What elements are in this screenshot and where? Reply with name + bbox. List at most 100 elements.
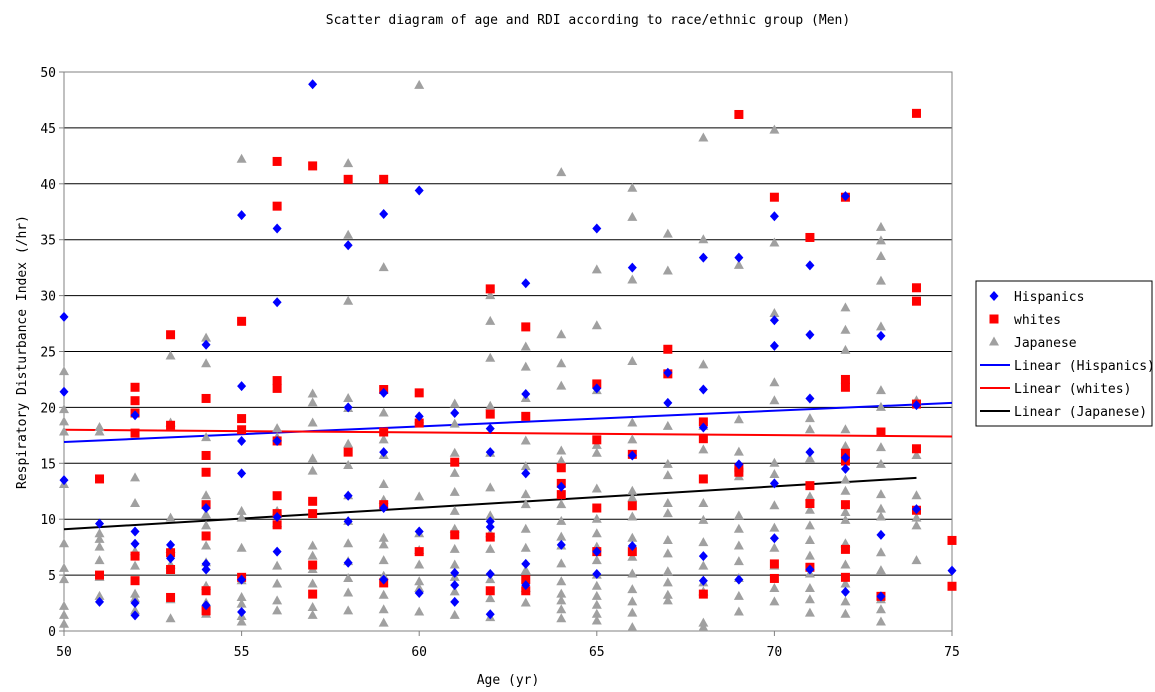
data-point-japanese: [485, 482, 496, 492]
data-point-japanese: [485, 593, 496, 603]
data-point-hispanics: [734, 252, 744, 263]
data-point-hispanics: [414, 587, 424, 598]
data-point-japanese: [840, 514, 851, 524]
data-point-hispanics: [59, 311, 69, 322]
x-tick-label: 70: [767, 645, 783, 660]
data-point-japanese: [556, 499, 567, 509]
data-point-japanese: [556, 167, 567, 177]
data-point-hispanics: [911, 504, 921, 515]
data-point-japanese: [733, 606, 744, 616]
data-point-whites: [308, 589, 318, 599]
data-point-japanese: [414, 606, 425, 616]
data-point-hispanics: [698, 384, 708, 395]
data-point-japanese: [627, 622, 638, 632]
y-tick-label: 20: [40, 401, 56, 416]
data-point-japanese: [556, 604, 567, 614]
data-point-japanese: [520, 499, 531, 509]
data-point-japanese: [804, 583, 815, 593]
data-point-hispanics: [521, 580, 531, 591]
data-point-japanese: [698, 622, 709, 632]
data-point-whites: [485, 532, 495, 542]
data-point-hispanics: [627, 541, 637, 552]
data-point-japanese: [378, 262, 389, 272]
data-point-japanese: [662, 498, 673, 508]
data-point-japanese: [591, 580, 602, 590]
data-point-whites: [272, 156, 282, 166]
data-point-whites: [521, 322, 531, 332]
data-point-whites: [201, 586, 211, 596]
data-point-whites: [308, 509, 318, 519]
data-point-japanese: [698, 234, 709, 244]
data-point-whites: [166, 330, 176, 340]
data-point-japanese: [627, 485, 638, 495]
data-point-hispanics: [166, 539, 176, 550]
data-point-japanese: [59, 574, 69, 584]
data-point-japanese: [94, 533, 105, 543]
data-point-whites: [95, 570, 105, 580]
data-point-hispanics: [237, 435, 247, 446]
data-point-japanese: [343, 392, 354, 402]
y-tick-label: 15: [40, 457, 56, 472]
data-point-japanese: [201, 509, 212, 519]
data-point-whites: [485, 409, 495, 419]
data-point-japanese: [165, 350, 176, 360]
data-point-whites: [911, 108, 921, 118]
data-point-japanese: [520, 542, 531, 552]
data-point-hispanics: [556, 481, 566, 492]
data-point-japanese: [307, 578, 318, 588]
data-point-japanese: [556, 515, 567, 525]
data-point-japanese: [698, 514, 709, 524]
data-point-japanese: [236, 591, 247, 601]
data-point-japanese: [449, 543, 460, 553]
y-tick-label: 40: [40, 178, 56, 193]
data-point-japanese: [201, 432, 212, 442]
data-point-whites: [201, 467, 211, 477]
data-point-japanese: [343, 605, 354, 615]
data-point-hispanics: [805, 564, 815, 575]
data-point-japanese: [769, 307, 780, 317]
legend-label: Linear (Hispanics): [1014, 359, 1155, 374]
data-point-japanese: [662, 566, 673, 576]
data-point-whites: [130, 382, 140, 392]
data-point-hispanics: [947, 565, 957, 576]
data-point-japanese: [556, 576, 567, 586]
data-point-whites: [592, 435, 602, 445]
data-point-whites: [521, 575, 531, 585]
data-point-japanese: [627, 492, 638, 502]
data-point-hispanics: [166, 553, 176, 564]
data-point-japanese: [59, 404, 69, 414]
data-point-whites: [485, 284, 495, 294]
data-point-hispanics: [876, 529, 886, 540]
data-point-japanese: [627, 584, 638, 594]
data-point-japanese: [662, 534, 673, 544]
data-point-hispanics: [840, 586, 850, 597]
data-point-whites: [201, 393, 211, 403]
data-point-japanese: [769, 395, 780, 405]
data-point-hispanics: [201, 600, 211, 611]
legend-label: Hispanics: [1014, 290, 1084, 305]
data-point-hispanics: [663, 367, 673, 378]
data-point-japanese: [201, 540, 212, 550]
data-point-whites: [308, 496, 318, 506]
data-point-japanese: [485, 352, 496, 362]
data-point-japanese: [662, 458, 673, 468]
data-point-japanese: [307, 417, 318, 427]
data-point-japanese: [59, 600, 69, 610]
data-point-japanese: [840, 578, 851, 588]
data-point-japanese: [556, 455, 567, 465]
data-point-whites: [308, 161, 318, 171]
data-point-whites: [130, 576, 140, 586]
data-point-japanese: [236, 512, 247, 522]
data-point-japanese: [875, 385, 886, 395]
data-point-japanese: [769, 583, 780, 593]
y-tick-label: 50: [40, 66, 56, 81]
data-point-japanese: [769, 457, 780, 467]
data-point-japanese: [591, 439, 602, 449]
legend-marker: [989, 291, 999, 301]
data-point-whites: [911, 296, 921, 306]
data-point-japanese: [556, 380, 567, 390]
data-point-japanese: [733, 540, 744, 550]
data-point-japanese: [414, 79, 425, 89]
data-point-hispanics: [237, 606, 247, 617]
data-point-hispanics: [698, 252, 708, 263]
